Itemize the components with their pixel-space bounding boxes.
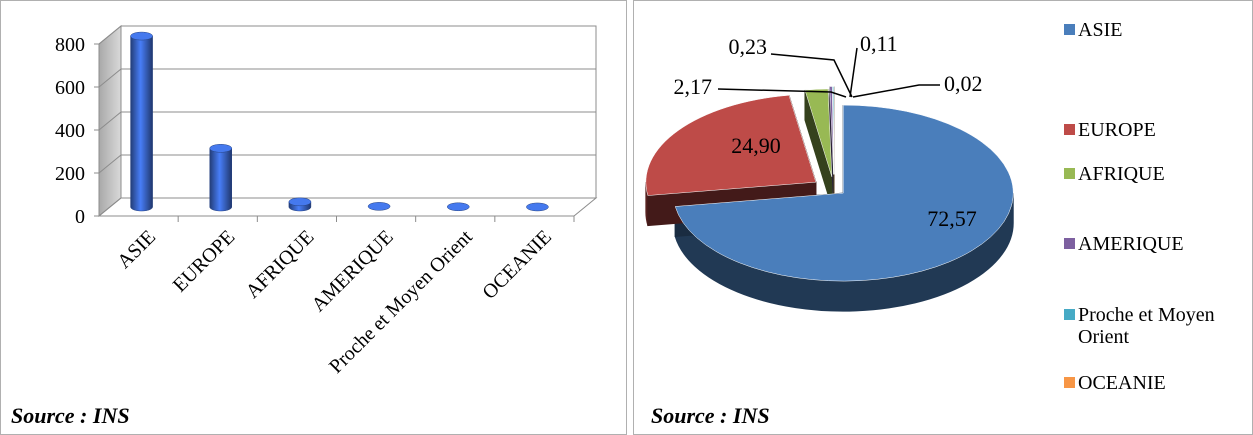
data-label: 0,02 — [944, 71, 983, 96]
legend-label: ASIE — [1078, 19, 1123, 41]
legend-swatch — [1064, 168, 1075, 179]
gridline — [98, 25, 596, 45]
legend-item: ASIE — [1064, 19, 1253, 41]
pie-chart-panel: 72,57 24,90 2,17 0,23 0,11 0,02 ASIE EUROPE AFR… — [633, 0, 1253, 435]
source-label: Source : INS — [11, 403, 130, 428]
legend-swatch — [1064, 124, 1075, 135]
bar-body — [209, 148, 232, 212]
legend-item: OCEANIE — [1064, 372, 1253, 394]
leader-line — [849, 47, 858, 98]
data-label: 0,23 — [729, 34, 768, 59]
data-label: 72,57 — [927, 206, 977, 231]
gridline — [98, 197, 596, 217]
y-tick-label: 0 — [75, 206, 85, 228]
source-label: Source : INS — [651, 403, 770, 428]
pie-chart: 72,57 24,90 2,17 0,23 0,11 0,02 — [645, 31, 1014, 312]
bar-chart-panel: 0 200 400 600 800 ASIE EUROPE AFRIQUE AMERIQUE Pr… — [0, 0, 627, 435]
bar-top — [288, 197, 312, 207]
bar-top — [526, 202, 549, 212]
bar-top — [130, 31, 153, 41]
gridline — [98, 68, 596, 88]
x-tick-label: EUROPE — [169, 226, 240, 297]
legend-label: Proche et Moyen Orient — [1078, 304, 1215, 348]
bar — [447, 202, 470, 212]
bar-top — [209, 144, 232, 153]
y-tick-label: 400 — [55, 120, 85, 142]
bar — [367, 202, 391, 211]
legend-swatch — [1064, 377, 1075, 388]
bar — [526, 202, 549, 212]
slice — [645, 95, 817, 196]
data-label: 2,17 — [674, 74, 713, 99]
legend-item: AFRIQUE — [1064, 163, 1253, 185]
floor — [97, 197, 598, 217]
slice — [804, 88, 833, 178]
bar-body — [130, 35, 153, 212]
legend-swatch — [1064, 24, 1075, 35]
leader-line — [852, 84, 940, 98]
legend-swatch — [1064, 238, 1075, 249]
legend-label: OCEANIE — [1078, 372, 1166, 394]
legend-label: AMERIQUE — [1078, 233, 1184, 255]
gridline — [98, 154, 596, 174]
data-label: 24,90 — [731, 133, 781, 158]
legend-item: AMERIQUE — [1064, 233, 1253, 255]
x-tick-label: OCEANIE — [478, 226, 556, 304]
y-tick-label: 800 — [55, 34, 85, 56]
leader-line — [717, 88, 847, 98]
gridline — [98, 111, 596, 131]
slice — [829, 86, 834, 175]
bar — [209, 144, 232, 212]
bar — [130, 31, 153, 212]
x-tick-label: Proche et Moyen Orient — [325, 226, 477, 378]
bar-top — [367, 202, 391, 211]
y-tick-label: 600 — [55, 77, 85, 99]
legend-label: AFRIQUE — [1078, 163, 1165, 185]
data-label: 0,11 — [860, 31, 898, 56]
bar — [288, 197, 312, 212]
slice — [674, 104, 1014, 282]
legend-label: EUROPE — [1078, 119, 1156, 141]
bar-top — [447, 202, 470, 212]
legend-item: EUROPE — [1064, 119, 1253, 141]
x-tick-label: AFRIQUE — [242, 226, 319, 303]
legend-swatch — [1064, 309, 1075, 320]
legend-item: Proche et Moyen Orient — [1064, 304, 1253, 348]
leader-line — [770, 53, 853, 98]
y-tick-label: 200 — [55, 163, 85, 185]
x-tick-label: ASIE — [113, 226, 160, 273]
